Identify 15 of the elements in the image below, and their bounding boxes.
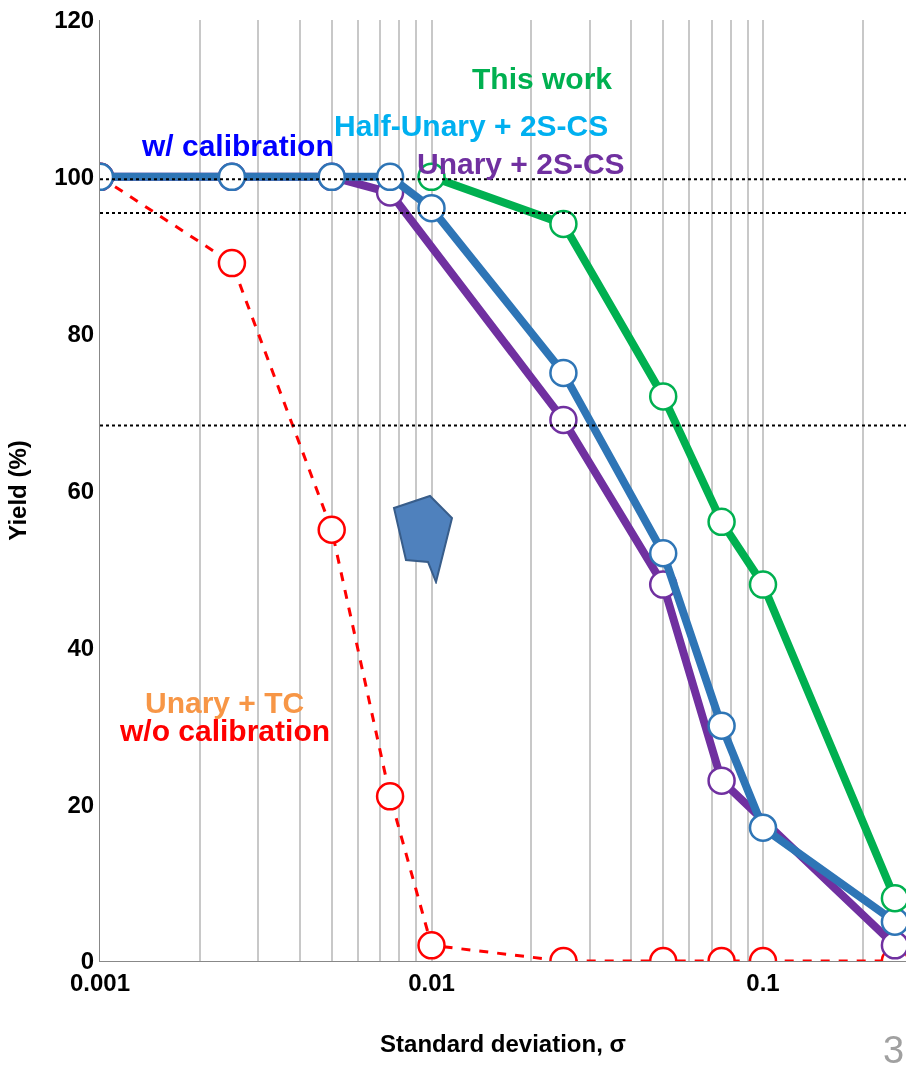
y-axis-title: Yield (%) [4,440,32,541]
y-tick-label: 60 [67,476,95,504]
y-tick-label: 80 [67,320,95,348]
series-label: Unary + 2S-CS [417,147,625,180]
y-tick-label: 120 [54,6,95,34]
text: 3 [883,1029,905,1071]
annotation: w/ calibration [141,129,334,162]
x-tick-label: 0.01 [408,968,455,996]
y-tick-label: 100 [54,163,95,191]
series-label: Half-Unary + 2S-CS [334,109,609,142]
y-tick-label: 20 [67,790,95,818]
x-tick-label: 0.1 [746,968,780,996]
text: This work [472,62,613,95]
x-axis-title: Standard deviation, σ [380,1030,626,1058]
y-tick-label: 40 [67,633,95,661]
